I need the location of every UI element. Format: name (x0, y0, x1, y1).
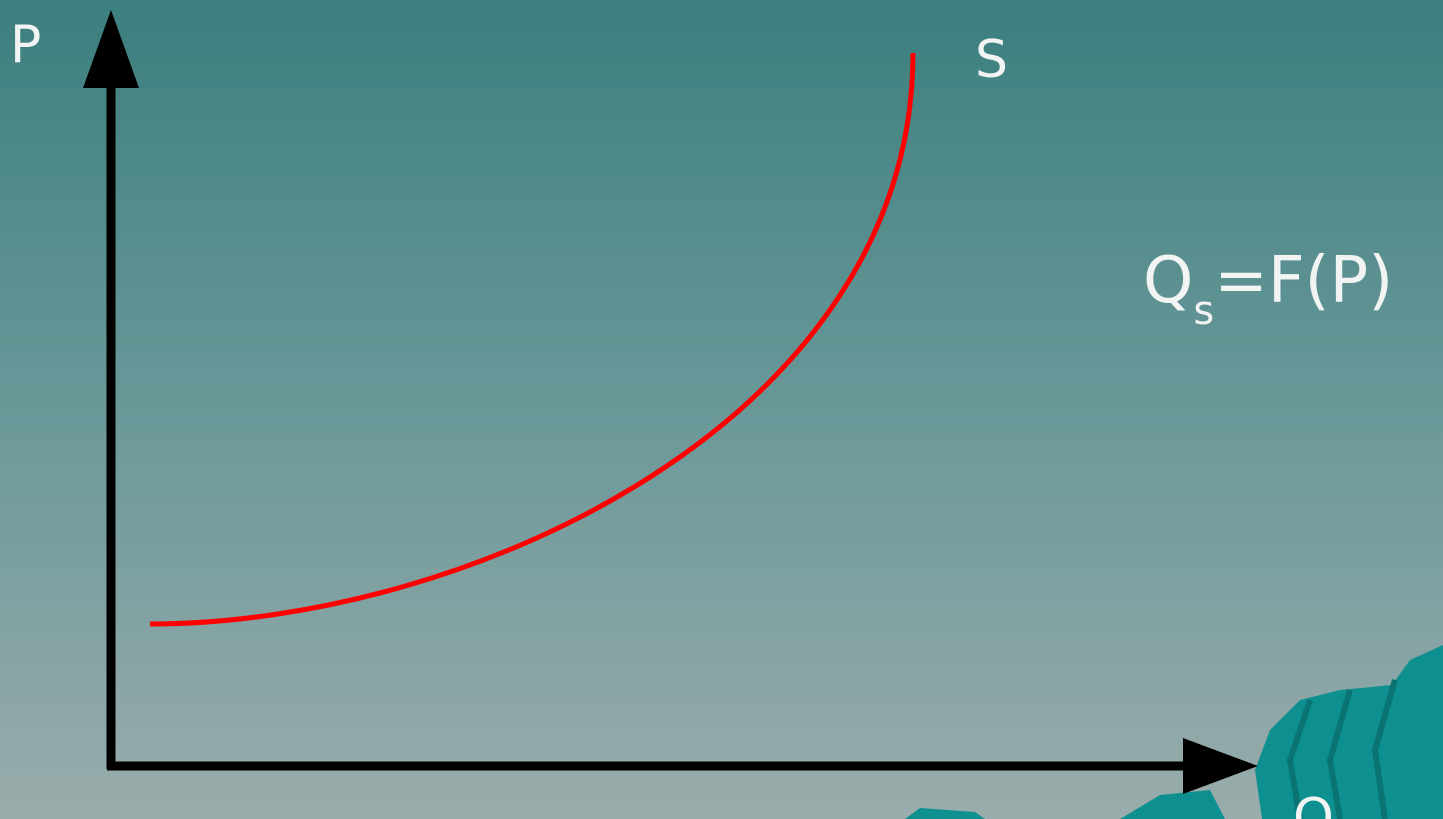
formula-subscript: s (1193, 288, 1214, 334)
formula-base: Q (1143, 244, 1193, 318)
x-axis-label: Q (1293, 788, 1334, 819)
y-axis-label: P (10, 15, 41, 75)
slide: P S Q Qs=F(P) (0, 0, 1443, 819)
formula-rest: =F(P) (1214, 244, 1393, 318)
page: P S Q Qs=F(P) (() => { const data = JSON… (0, 0, 1443, 819)
background (0, 0, 1443, 819)
curve-label: S (975, 30, 1008, 90)
